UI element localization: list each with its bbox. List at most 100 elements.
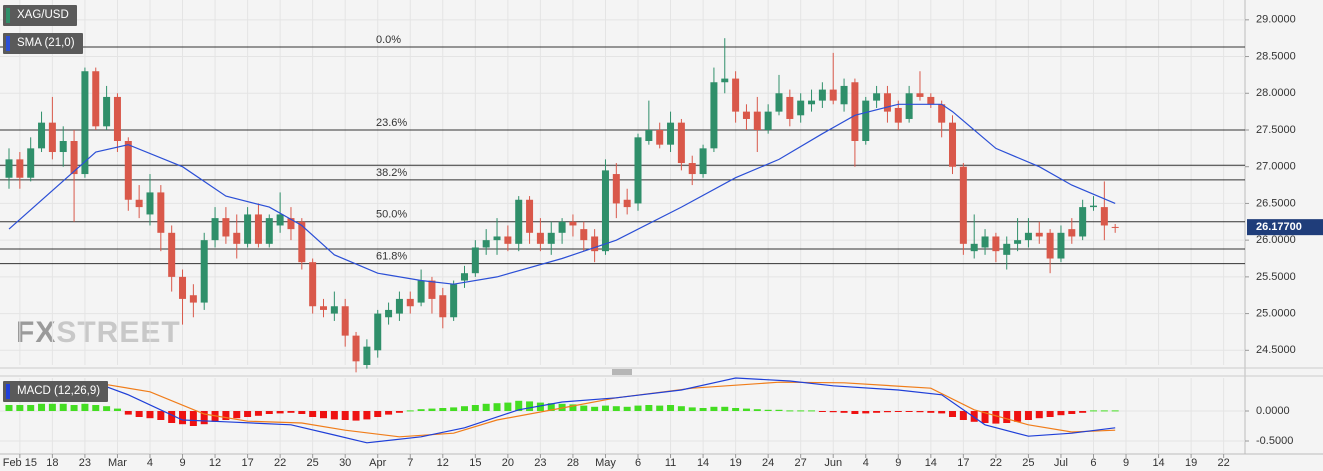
histogram-bar: [81, 403, 89, 411]
fib-label: 50.0%: [376, 209, 407, 221]
candle-body: [894, 107, 902, 123]
x-tick-label: 28: [567, 457, 579, 469]
histogram-bar: [254, 411, 262, 416]
legend-text: MACD (12,26,9): [17, 385, 101, 397]
macd-line: [9, 377, 1116, 444]
candle-body: [526, 199, 534, 233]
y-tick-label: 28.0000: [1256, 87, 1296, 99]
candle-body: [1003, 243, 1011, 255]
candle-body: [732, 78, 740, 112]
histogram-bar: [992, 411, 1000, 424]
candle-body: [395, 298, 403, 314]
x-tick-label: 24: [762, 457, 774, 469]
histogram-bar: [591, 406, 599, 411]
histogram-bar: [742, 408, 750, 411]
candle-body: [1024, 232, 1032, 241]
histogram-bar: [873, 411, 881, 413]
candle-body: [959, 166, 967, 244]
legend-marker: [6, 384, 10, 399]
legend-symbol[interactable]: XAG/USD: [3, 5, 77, 26]
legend-marker: [6, 36, 10, 51]
x-tick-label: 9: [895, 457, 901, 469]
histogram-bar: [1003, 411, 1011, 423]
x-tick-label: 9: [1123, 457, 1129, 469]
fib-label: 61.8%: [376, 251, 407, 263]
histogram-bar: [1046, 411, 1054, 417]
x-tick-label: 30: [339, 457, 351, 469]
candle-body: [721, 78, 729, 83]
candle-body: [493, 236, 501, 241]
legend-sma[interactable]: SMA (21,0): [3, 33, 83, 54]
candle-body: [753, 111, 761, 130]
candle-body: [59, 141, 67, 153]
x-tick-label: 22: [274, 457, 286, 469]
candle-body: [265, 218, 273, 244]
candle-body: [970, 243, 978, 252]
histogram-bar: [265, 411, 273, 414]
histogram-bar: [862, 411, 870, 414]
candle-body: [16, 159, 24, 178]
x-tick-label: 19: [729, 457, 741, 469]
histogram-bar: [1035, 411, 1043, 419]
candle-body: [298, 221, 306, 263]
histogram-bar: [808, 410, 816, 412]
histogram-bar: [374, 411, 382, 417]
histogram-bar: [775, 409, 783, 411]
histogram-bar: [569, 404, 577, 411]
candle-body: [699, 148, 707, 175]
candle-body: [439, 295, 447, 318]
candle-body: [515, 199, 523, 244]
y-tick-label: 26.5000: [1256, 197, 1296, 209]
histogram-bar: [981, 411, 989, 423]
candle-body: [905, 93, 913, 119]
candle-body: [200, 240, 208, 303]
candle-body: [330, 306, 338, 314]
resize-handle[interactable]: [612, 369, 632, 375]
histogram-bar: [905, 411, 913, 412]
histogram-bar: [667, 405, 675, 411]
x-tick-label: 12: [437, 457, 449, 469]
x-tick-label: 23: [534, 457, 546, 469]
histogram-bar: [1111, 410, 1119, 412]
candle-body: [211, 218, 219, 241]
histogram-bar: [70, 405, 78, 411]
histogram-bar: [341, 411, 349, 420]
histogram-bar: [38, 403, 46, 411]
histogram-bar: [764, 409, 772, 411]
histogram-bar: [157, 411, 165, 420]
candle-body: [601, 170, 609, 252]
fib-label: 23.6%: [376, 117, 407, 129]
candle-body: [244, 214, 252, 244]
candle-body: [450, 284, 458, 318]
histogram-bar: [786, 410, 794, 412]
y-tick-label: 25.0000: [1256, 307, 1296, 319]
candle-body: [645, 129, 653, 142]
histogram-bar: [515, 400, 523, 411]
x-tick-label: 9: [179, 457, 185, 469]
fib-label: 0.0%: [376, 34, 401, 46]
legend-macd[interactable]: MACD (12,26,9): [3, 381, 109, 402]
candle-body: [1046, 232, 1054, 259]
candle-body: [829, 89, 837, 101]
candle-body: [981, 236, 989, 248]
candle-body: [634, 137, 642, 204]
histogram-bar: [352, 411, 360, 421]
histogram-bar: [428, 408, 436, 411]
candle-body: [406, 298, 414, 307]
watermark: FXSTREET: [16, 316, 181, 349]
x-tick-label: 6: [1090, 457, 1096, 469]
candle-body: [667, 122, 675, 145]
x-tick-label: 20: [502, 457, 514, 469]
histogram-bar: [851, 411, 859, 414]
x-tick-label: 14: [925, 457, 937, 469]
histogram-bar: [48, 403, 56, 411]
candle-body: [1089, 205, 1097, 208]
x-tick-label: 7: [407, 457, 413, 469]
x-tick-label: 12: [209, 457, 221, 469]
candle-body: [797, 100, 805, 116]
candle-body: [569, 221, 577, 226]
histogram-bar: [753, 409, 761, 411]
x-tick-label: 4: [147, 457, 153, 469]
histogram-bar: [5, 405, 13, 411]
